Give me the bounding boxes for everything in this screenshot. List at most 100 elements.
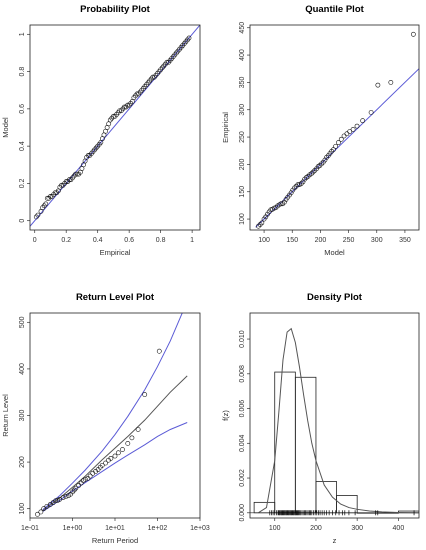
data-point — [108, 455, 114, 461]
data-point — [338, 136, 344, 142]
x-tick-label: 1e+02 — [148, 525, 168, 532]
chart-title: Quantile Plot — [305, 4, 364, 15]
data-point — [256, 223, 261, 229]
density-plot-panel: Density Plot z f(z) 100 200 300 400 0.000 0.002 0… — [221, 292, 420, 545]
data-point — [129, 435, 135, 441]
x-tick-label: 250 — [343, 237, 355, 244]
data-point — [273, 205, 279, 210]
plot-frame — [29, 312, 201, 519]
data-point — [292, 185, 297, 191]
data-point — [280, 201, 286, 207]
x-tick-label: 0.4 — [93, 237, 103, 244]
data-point — [85, 475, 91, 481]
x-tick-label: 0.2 — [61, 237, 71, 244]
y-tick-label: 0.002 — [239, 469, 246, 487]
data-point — [125, 441, 131, 446]
data-point — [35, 212, 41, 218]
data-point — [135, 427, 141, 432]
y-axis-label: Return Level — [1, 394, 10, 437]
plot-area — [35, 313, 188, 517]
data-point — [38, 509, 44, 515]
return-level-plot-panel: Return Level Plot Return Period Return Lev… — [1, 292, 210, 545]
data-point — [341, 133, 347, 139]
y-tick-label: 0.6 — [19, 104, 26, 114]
plot-frame — [29, 24, 201, 231]
data-point — [115, 450, 121, 456]
x-tick-label: 1e+01 — [105, 525, 125, 532]
y-tick-label: 250 — [239, 131, 246, 143]
y-axis-label: Model — [1, 117, 10, 138]
data-point — [329, 148, 335, 154]
plot-area — [30, 25, 200, 227]
y-tick-label: 0.006 — [239, 400, 246, 418]
data-point — [330, 147, 336, 153]
data-point — [142, 392, 148, 397]
data-point — [388, 80, 394, 85]
y-tick-label: 400 — [19, 363, 26, 375]
quantile-plot-panel: Quantile Plot Model Empirical 100 150 200 250 3… — [221, 4, 420, 257]
data-point — [305, 174, 311, 179]
x-tick-label: 400 — [393, 525, 405, 532]
x-tick-label: 1e+03 — [190, 525, 210, 532]
histogram-bar — [274, 371, 296, 514]
y-tick-label: 0.004 — [239, 434, 246, 452]
data-point — [300, 179, 306, 185]
x-axis-label: Return Period — [92, 536, 138, 545]
chart-title: Probability Plot — [80, 4, 151, 15]
y-tick-label: 0 — [19, 219, 26, 223]
data-point — [322, 157, 328, 163]
data-point — [288, 190, 294, 196]
data-point — [309, 171, 314, 177]
y-tick-label: 400 — [239, 49, 246, 61]
data-point — [350, 127, 356, 132]
data-point — [298, 181, 304, 186]
x-tick-label: 0 — [33, 237, 37, 244]
chart-title: Density Plot — [307, 292, 363, 303]
plot-frame — [249, 312, 420, 519]
data-point — [333, 143, 339, 149]
data-point — [103, 460, 108, 466]
data-point — [263, 214, 269, 220]
histogram-bar — [336, 495, 358, 514]
y-tick-label: 300 — [19, 410, 26, 422]
x-tick-label: 100 — [269, 525, 281, 532]
y-axis-label: Empirical — [221, 112, 230, 143]
histogram-bar — [294, 376, 317, 514]
data-point — [375, 82, 381, 88]
y-tick-label: 100 — [19, 503, 26, 515]
data-point — [310, 169, 316, 175]
data-point — [257, 222, 263, 227]
data-point — [112, 453, 118, 459]
probability-plot-panel: Probability Plot Empirical Model 0 0.2 0.4 0.6… — [1, 4, 201, 257]
x-tick-label: 1 — [190, 237, 194, 244]
y-tick-label: 1 — [19, 32, 26, 36]
data-point — [43, 201, 49, 207]
x-tick-label: 300 — [371, 237, 383, 244]
x-tick-label: 200 — [310, 525, 322, 532]
y-tick-label: 0.010 — [239, 330, 246, 348]
y-tick-label: 0.8 — [19, 67, 26, 77]
y-tick-label: 200 — [239, 158, 246, 170]
x-tick-label: 1e-01 — [21, 525, 39, 532]
data-point — [344, 131, 350, 137]
data-point — [347, 129, 353, 134]
data-point — [354, 123, 360, 129]
x-tick-label: 350 — [399, 237, 411, 244]
data-point — [73, 171, 79, 177]
data-point — [317, 163, 323, 168]
x-tick-label: 100 — [258, 237, 270, 244]
histogram-bar — [315, 481, 337, 514]
data-point — [99, 462, 105, 468]
x-tick-label: 0.6 — [124, 237, 134, 244]
data-point — [53, 498, 58, 504]
data-point — [186, 35, 192, 41]
y-tick-label: 450 — [239, 22, 246, 34]
x-axis-label: Model — [324, 248, 345, 257]
data-point — [82, 476, 88, 482]
y-tick-label: 0.2 — [19, 178, 26, 188]
y-tick-label: 0.4 — [19, 141, 26, 151]
data-point — [312, 168, 318, 173]
y-tick-label: 350 — [239, 76, 246, 88]
data-point — [41, 506, 47, 512]
